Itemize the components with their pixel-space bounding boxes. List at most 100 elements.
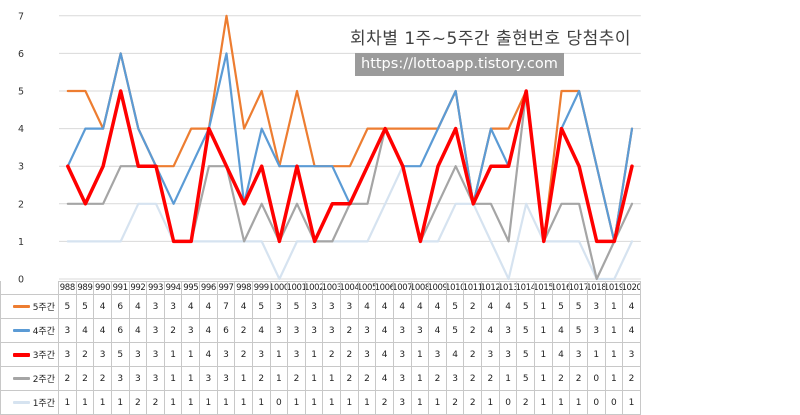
data-value: 2 bbox=[129, 391, 148, 415]
data-value: 3 bbox=[111, 367, 130, 391]
series-line bbox=[66, 89, 634, 281]
data-value: 3 bbox=[147, 367, 165, 391]
data-value: 2 bbox=[358, 367, 377, 391]
data-value: 3 bbox=[323, 319, 342, 343]
data-value: 4 bbox=[411, 295, 430, 319]
data-value: 4 bbox=[376, 295, 394, 319]
data-value: 2 bbox=[147, 391, 165, 415]
y-tick-label: 7 bbox=[18, 11, 24, 22]
data-value: 2 bbox=[376, 391, 394, 415]
data-value: 1 bbox=[164, 343, 183, 367]
y-tick-label: 0 bbox=[18, 275, 24, 286]
data-value: 2 bbox=[76, 367, 95, 391]
data-value: 2 bbox=[482, 367, 500, 391]
data-value: 2 bbox=[464, 391, 483, 415]
data-value: 5 bbox=[517, 343, 535, 367]
data-value: 1 bbox=[217, 391, 236, 415]
data-value: 3 bbox=[59, 343, 77, 367]
data-value: 4 bbox=[76, 319, 95, 343]
data-value: 2 bbox=[288, 367, 306, 391]
data-value: 1 bbox=[552, 391, 571, 415]
data-value: 2 bbox=[76, 343, 95, 367]
data-value: 2 bbox=[164, 319, 183, 343]
series-name: 5주간 bbox=[32, 303, 55, 313]
data-value: 3 bbox=[393, 343, 412, 367]
category-label: 996 bbox=[200, 281, 218, 295]
y-tick-label: 5 bbox=[18, 87, 24, 98]
data-value: 2 bbox=[341, 319, 359, 343]
data-value: 3 bbox=[147, 343, 165, 367]
data-value: 1 bbox=[429, 391, 447, 415]
data-value: 3 bbox=[305, 319, 324, 343]
data-value: 4 bbox=[252, 319, 271, 343]
category-label: 1015 bbox=[535, 281, 553, 295]
category-label: 989 bbox=[76, 281, 95, 295]
data-value: 3 bbox=[270, 319, 289, 343]
series-name: 1주간 bbox=[32, 399, 55, 409]
data-value: 1 bbox=[323, 367, 342, 391]
data-value: 4 bbox=[499, 295, 518, 319]
data-value: 3 bbox=[499, 343, 518, 367]
chart-subtitle: https://lottoapp.tistory.com bbox=[355, 53, 564, 76]
data-value: 3 bbox=[446, 367, 465, 391]
legend-key bbox=[12, 305, 30, 308]
data-value: 1 bbox=[164, 391, 183, 415]
data-value: 2 bbox=[341, 367, 359, 391]
data-value: 1 bbox=[235, 391, 253, 415]
data-value: 4 bbox=[623, 295, 641, 319]
data-value: 1 bbox=[164, 367, 183, 391]
data-value: 1 bbox=[499, 367, 518, 391]
data-value: 2 bbox=[464, 295, 483, 319]
data-value: 3 bbox=[147, 295, 165, 319]
data-value: 6 bbox=[111, 319, 130, 343]
series-label: 2주간 bbox=[0, 367, 59, 391]
data-value: 1 bbox=[270, 343, 289, 367]
data-value: 3 bbox=[587, 295, 606, 319]
data-value: 2 bbox=[570, 367, 588, 391]
series-label: 1주간 bbox=[0, 391, 59, 415]
y-tick-label: 1 bbox=[18, 237, 24, 248]
y-tick-label: 2 bbox=[18, 199, 24, 210]
data-value: 2 bbox=[323, 343, 342, 367]
data-value: 0 bbox=[499, 391, 518, 415]
data-value: 4 bbox=[446, 343, 465, 367]
data-value: 0 bbox=[587, 391, 606, 415]
data-value: 3 bbox=[164, 295, 183, 319]
data-value: 4 bbox=[129, 295, 148, 319]
category-label: 998 bbox=[235, 281, 253, 295]
data-value: 4 bbox=[482, 319, 500, 343]
category-label: 1018 bbox=[587, 281, 606, 295]
data-value: 3 bbox=[429, 343, 447, 367]
data-value: 1 bbox=[323, 391, 342, 415]
data-value: 1 bbox=[358, 391, 377, 415]
category-label: 993 bbox=[147, 281, 165, 295]
data-value: 5 bbox=[446, 319, 465, 343]
data-value: 1 bbox=[111, 391, 130, 415]
legend-key bbox=[12, 377, 30, 380]
data-value: 5 bbox=[59, 295, 77, 319]
category-label: 988 bbox=[59, 281, 77, 295]
data-value: 4 bbox=[376, 367, 394, 391]
data-value: 0 bbox=[270, 391, 289, 415]
data-value: 5 bbox=[570, 295, 588, 319]
data-value: 5 bbox=[446, 295, 465, 319]
data-value: 1 bbox=[535, 391, 553, 415]
series-line bbox=[66, 89, 634, 244]
data-value: 5 bbox=[288, 295, 306, 319]
data-value: 5 bbox=[252, 295, 271, 319]
series-label: 5주간 bbox=[0, 295, 59, 319]
data-value: 3 bbox=[393, 367, 412, 391]
data-value: 3 bbox=[129, 367, 148, 391]
data-value: 3 bbox=[59, 319, 77, 343]
data-value: 3 bbox=[623, 343, 641, 367]
category-label: 994 bbox=[164, 281, 183, 295]
data-value: 0 bbox=[605, 391, 624, 415]
data-value: 6 bbox=[217, 319, 236, 343]
data-value: 1 bbox=[270, 367, 289, 391]
data-value: 4 bbox=[129, 319, 148, 343]
data-value: 1 bbox=[411, 367, 430, 391]
data-value: 2 bbox=[464, 343, 483, 367]
